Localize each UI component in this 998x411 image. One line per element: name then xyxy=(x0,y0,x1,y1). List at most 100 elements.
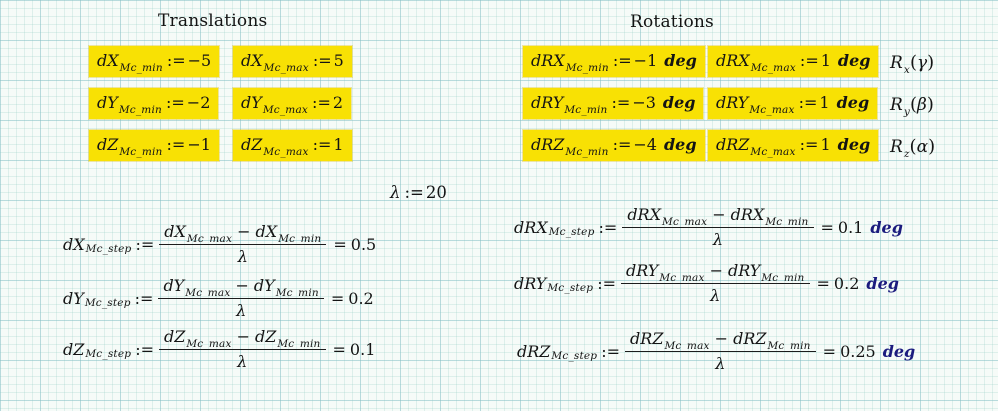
result-unit: deg xyxy=(866,273,899,293)
formula-dy-mc-step[interactable]: dY Mc_step:= dYMc_max − dYMc_min λ = 0.2 xyxy=(63,276,374,320)
def-dry-mc-min[interactable]: dRYMc_min:= −3 deg xyxy=(523,88,704,119)
numerator: dRXMc_max − dRXMc_min xyxy=(622,205,813,228)
def-lambda[interactable]: λ:= 20 xyxy=(390,183,447,202)
var-name: dRY xyxy=(716,93,749,112)
def-drx-mc-min[interactable]: dRXMc_min:= −1 deg xyxy=(523,46,705,77)
numerator: dZMc_max − dZMc_min xyxy=(159,327,326,350)
var-subscript: Mc_max xyxy=(262,103,309,116)
minus-operator: − xyxy=(712,205,726,224)
equals-operator: = xyxy=(333,234,347,254)
subtrahend-name: dY xyxy=(253,276,275,295)
var-subscript: Mc_max xyxy=(263,145,309,158)
minuend-name: dZ xyxy=(163,327,186,346)
fraction: dRXMc_max − dRXMc_min λ xyxy=(622,205,814,249)
axis-base: R xyxy=(890,53,903,73)
axis-subscript: y xyxy=(903,105,910,118)
value: 2 xyxy=(332,93,344,112)
numerator: dXMc_max − dXMc_min xyxy=(159,222,326,245)
var-name: dX xyxy=(97,51,119,70)
value: 20 xyxy=(425,183,447,202)
equals-operator: = xyxy=(332,339,346,359)
assign-operator: := xyxy=(798,93,818,112)
assign-operator: := xyxy=(312,51,332,70)
assign-operator: := xyxy=(166,51,186,70)
value: −4 xyxy=(633,135,657,154)
formula-dry-mc-step[interactable]: dRY Mc_step:= dRYMc_max − dRYMc_min λ = 0.2 d… xyxy=(514,261,899,305)
minuend-name: dY xyxy=(163,276,185,295)
subtrahend-subscript: Mc_min xyxy=(761,271,805,284)
lhs-name: dRZ xyxy=(517,341,551,361)
value: −2 xyxy=(186,93,211,112)
assign-operator: := xyxy=(134,288,154,308)
subtrahend-subscript: Mc_min xyxy=(277,337,321,350)
def-dz-mc-max[interactable]: dZMc_max:= 1 xyxy=(233,130,352,161)
value: 1 xyxy=(820,51,831,70)
minus-operator: − xyxy=(709,261,723,280)
axis-label-rx[interactable]: Rx(γ) xyxy=(890,52,934,76)
assign-operator: := xyxy=(597,273,616,293)
var-subscript: Mc_min xyxy=(119,145,163,158)
assign-operator: := xyxy=(135,339,154,359)
value: 5 xyxy=(333,51,344,70)
axis-subscript: z xyxy=(903,147,910,160)
value: 1 xyxy=(820,135,831,154)
value: −3 xyxy=(632,93,656,112)
equals-operator: = xyxy=(822,341,837,361)
unit: deg xyxy=(663,135,697,154)
axis-label-rz[interactable]: Rz(α) xyxy=(890,136,935,160)
def-dz-mc-min[interactable]: dZMc_min:= −1 xyxy=(89,130,219,161)
denominator: λ xyxy=(159,244,327,266)
formula-dx-mc-step[interactable]: dX Mc_step:= dXMc_max − dXMc_min λ = 0.5 xyxy=(63,222,376,266)
axis-label-ry[interactable]: Ry(β) xyxy=(890,94,934,118)
lhs-name: dZ xyxy=(63,339,85,359)
result-unit: deg xyxy=(882,341,916,361)
var-name: dZ xyxy=(241,135,263,154)
lhs-name: dX xyxy=(63,234,85,254)
lhs-subscript: Mc_step xyxy=(84,296,131,309)
unit: deg xyxy=(664,51,697,70)
result-value: 0.1 xyxy=(837,217,864,237)
minus-operator: − xyxy=(236,327,250,346)
formula-dz-mc-step[interactable]: dZ Mc_step:= dZMc_max − dZMc_min λ = 0.1 xyxy=(63,327,375,371)
value: 1 xyxy=(819,93,830,112)
def-dy-mc-min[interactable]: dYMc_min:= −2 xyxy=(89,88,219,119)
formula-drx-mc-step[interactable]: dRX Mc_step:= dRXMc_max − dRXMc_min λ = 0.1 d… xyxy=(514,205,903,249)
minuend-name: dRZ xyxy=(630,329,664,348)
var-subscript: Mc_min xyxy=(119,61,163,74)
formula-drz-mc-step[interactable]: dRZ Mc_step:= dRZMc_max − dRZMc_min λ = 0.25… xyxy=(517,329,915,373)
def-dx-mc-min[interactable]: dXMc_min:= −5 xyxy=(89,46,220,77)
var-subscript: Mc_min xyxy=(565,145,609,158)
assign-operator: := xyxy=(601,341,621,361)
var-name: dRX xyxy=(531,51,565,70)
minuend-subscript: Mc_max xyxy=(664,339,710,352)
minuend-subscript: Mc_max xyxy=(185,286,231,299)
denominator: λ xyxy=(158,298,324,320)
axis-argument: γ xyxy=(916,53,928,73)
unit: deg xyxy=(662,93,696,112)
assign-operator: := xyxy=(598,217,618,237)
def-drz-mc-max[interactable]: dRZMc_max:= 1 deg xyxy=(708,130,879,161)
equals-operator: = xyxy=(820,217,834,237)
lhs-name: dRY xyxy=(514,273,547,293)
result-value: 0.1 xyxy=(349,339,376,359)
denominator: λ xyxy=(625,351,816,373)
subtrahend-name: dRX xyxy=(730,205,765,224)
minuend-subscript: Mc_max xyxy=(186,232,233,245)
assign-operator: := xyxy=(312,93,331,112)
var-subscript: Mc_max xyxy=(263,61,309,74)
def-dry-mc-max[interactable]: dRYMc_max:= 1 deg xyxy=(708,88,878,119)
def-drx-mc-max[interactable]: dRXMc_max:= 1 deg xyxy=(708,46,879,77)
var-subscript: Mc_max xyxy=(750,145,796,158)
title-rotations[interactable]: Rotations xyxy=(630,12,714,32)
def-dy-mc-max[interactable]: dYMc_max:= 2 xyxy=(233,88,352,119)
assign-operator: := xyxy=(611,93,631,112)
def-drz-mc-min[interactable]: dRZMc_min:= −4 deg xyxy=(523,130,705,161)
result-value: 0.5 xyxy=(350,234,377,254)
var-name: dRZ xyxy=(531,135,565,154)
title-translations[interactable]: Translations xyxy=(158,11,267,31)
title-translations-label: Translations xyxy=(158,11,268,31)
assign-operator: := xyxy=(165,93,185,112)
def-dx-mc-max[interactable]: dXMc_max:= 5 xyxy=(233,46,352,77)
var-name: dRY xyxy=(531,93,564,112)
